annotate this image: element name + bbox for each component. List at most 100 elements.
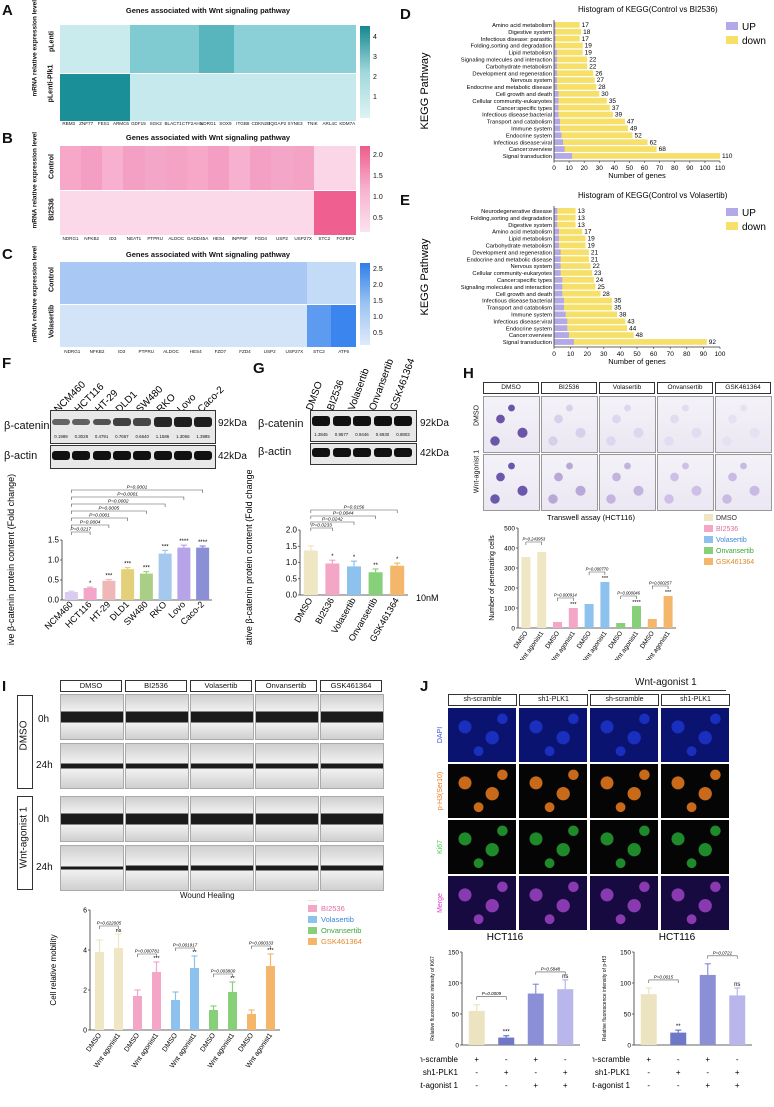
gene-label: NDRG1	[64, 349, 81, 354]
i-legend-swatch	[308, 900, 317, 901]
bar	[133, 996, 142, 1030]
heatmap-cell	[229, 190, 251, 235]
bar	[390, 565, 405, 595]
kegg-count: 17	[582, 36, 590, 43]
p-value: P=0.0044	[333, 511, 354, 517]
y-axis-label: Relative fluorescence intensity of Ki67	[430, 956, 436, 1041]
kegg-count: 44	[629, 325, 637, 332]
j-table-value: +	[676, 1068, 681, 1077]
heatmap-cell	[199, 25, 218, 73]
kegg-category: Nervous system	[510, 264, 552, 270]
kegg-bar-up	[554, 304, 564, 311]
j-chart-title: HCT116	[487, 932, 524, 943]
j-table-value: +	[735, 1068, 740, 1077]
g-actin-band	[332, 448, 351, 457]
kegg-bar-down	[554, 325, 628, 331]
kegg-category: Signaling molecules and interaction	[461, 58, 552, 64]
kegg-bar-up	[554, 132, 562, 139]
f-actin-band	[112, 451, 131, 460]
category-label: HT-29	[88, 599, 112, 623]
heatmap-cell	[268, 25, 287, 73]
kegg-category: Signal transduction	[503, 340, 552, 346]
gene-label: RBM3	[62, 121, 76, 126]
kegg-tick-label: 20	[584, 351, 592, 358]
kegg-tick-label: 80	[683, 351, 691, 358]
significance-star: ns	[734, 982, 740, 988]
g-ratio: 0.6930	[375, 432, 390, 437]
kegg-bar-down	[554, 228, 583, 235]
p-value: P=0.000770	[586, 567, 609, 572]
ytick-label: 100	[504, 606, 515, 613]
gene-label: NFKB2	[84, 236, 100, 241]
kegg-tick-label: 90	[686, 165, 694, 172]
i-legend-label: DMSO	[321, 900, 344, 902]
h-micrograph	[599, 454, 656, 511]
bar	[553, 622, 562, 628]
kegg-legend-down-swatch	[726, 222, 738, 230]
kegg-tick-label: 30	[596, 165, 604, 172]
f-ratio: 1.3985	[196, 434, 210, 439]
gene-label: ARMC6	[112, 121, 129, 126]
ytick-label: 0	[83, 1028, 87, 1035]
heatmap-cell	[158, 304, 184, 347]
g-kda-42: 42kDa	[420, 448, 449, 459]
panel-b-colorbar	[360, 146, 370, 232]
g-actin-band	[353, 448, 371, 457]
y-axis-label: Number of penetrating cells	[489, 535, 496, 621]
p-value: P=0.003800	[211, 969, 236, 974]
bar	[584, 604, 594, 628]
h-legend-swatch	[704, 525, 713, 532]
bar	[303, 550, 318, 595]
ytick-label: 0	[455, 1043, 459, 1050]
kegg-tick-label: 110	[715, 165, 726, 172]
kegg-bar-up	[554, 77, 558, 83]
bar	[121, 569, 135, 600]
heatmap-cell	[338, 25, 357, 73]
heatmap-cell	[271, 190, 294, 235]
gene-label: USP2	[275, 236, 288, 241]
j-table-row-label: sh1-PLK1	[595, 1068, 631, 1077]
i-wound-image	[60, 694, 124, 740]
heatmap-cell	[164, 25, 183, 73]
heatmap-cell	[181, 72, 200, 121]
scale-b-1: 1.5	[373, 173, 383, 180]
kegg-count: 24	[596, 277, 604, 284]
g-lane-label: BI2536	[325, 378, 346, 412]
heatmap-cell	[250, 190, 272, 235]
j-table-row-label: Wnt-agonist 1	[420, 1081, 459, 1090]
p-value: P=0.000046	[617, 591, 640, 596]
sig-bracket	[535, 971, 566, 975]
i-group-dmso-box	[17, 695, 33, 789]
j-stain-label: Merge	[437, 893, 444, 913]
bar	[95, 952, 104, 1030]
significance-star: ****	[198, 540, 208, 546]
i-legend-swatch	[308, 927, 317, 934]
h-micrograph	[657, 396, 714, 453]
kegg-bar-down	[554, 63, 588, 70]
kegg-bar-up	[554, 139, 564, 145]
kegg-category: Infectious disease: parasitic	[481, 37, 552, 43]
kegg-count: 23	[594, 270, 602, 277]
sig-bracket	[71, 531, 91, 535]
kegg-bar-up	[554, 311, 566, 318]
j-table-value: +	[705, 1055, 710, 1064]
kegg-category: Transport and catabolism	[487, 120, 552, 126]
kegg-bar-down	[554, 311, 618, 318]
j-table-value: -	[505, 1055, 508, 1064]
j-table-value: -	[706, 1068, 709, 1077]
bar	[347, 566, 361, 595]
j-table-value: -	[475, 1081, 478, 1090]
kegg-category: Cellular community-eukaryotes	[472, 271, 552, 277]
p-value: P=0.0001	[117, 492, 138, 498]
p-value: P=0.0001	[89, 513, 110, 519]
panel-f-label: F	[2, 355, 12, 372]
ytick-label: 1.0	[48, 556, 60, 565]
kegg-bar-down	[554, 35, 580, 42]
kegg-count: 28	[602, 291, 610, 298]
kegg-tick-label: 20	[581, 165, 589, 172]
p-value: P=0.243953	[522, 537, 545, 542]
h-col-header: Volasertib	[599, 382, 655, 394]
bar	[468, 1010, 485, 1045]
kegg-category: Cell growth and death	[496, 92, 552, 98]
